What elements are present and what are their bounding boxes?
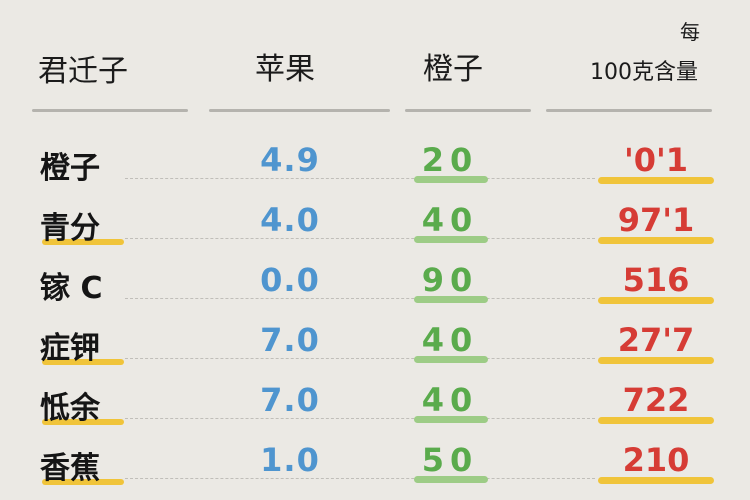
apple-value: 4.9 bbox=[260, 141, 320, 179]
table-row: 镓 C 0.0 90 516 bbox=[0, 255, 750, 315]
header-divider bbox=[405, 109, 531, 112]
table-row: 怟余 7.0 40 722 bbox=[0, 375, 750, 435]
per100g-underline bbox=[598, 237, 714, 244]
per100g-underline bbox=[598, 357, 714, 364]
per100g-value: 210 bbox=[622, 441, 690, 479]
orange-value: 40 bbox=[421, 321, 479, 359]
header-divider bbox=[209, 109, 390, 112]
name-highlight bbox=[42, 479, 124, 485]
orange-underline bbox=[414, 296, 488, 303]
orange-underline bbox=[414, 356, 488, 363]
table-row: 橙子 4.9 20 '0'1 bbox=[0, 135, 750, 195]
header-divider bbox=[546, 109, 712, 112]
orange-value: 40 bbox=[421, 201, 479, 239]
apple-value: 7.0 bbox=[260, 321, 320, 359]
orange-value: 90 bbox=[421, 261, 479, 299]
header-col4-line1: 每 bbox=[680, 20, 700, 44]
name-highlight bbox=[42, 419, 124, 425]
per100g-underline bbox=[598, 177, 714, 184]
nutrient-name: 怟余 bbox=[40, 391, 100, 426]
apple-value: 1.0 bbox=[260, 441, 320, 479]
table-row: 青分 4.0 40 97'1 bbox=[0, 195, 750, 255]
per100g-value: 97'1 bbox=[617, 201, 695, 239]
orange-value: 40 bbox=[421, 381, 479, 419]
nutrient-name: 症钾 bbox=[40, 331, 100, 366]
table-row: 香蕉 1.0 50 210 bbox=[0, 435, 750, 495]
orange-underline bbox=[414, 416, 488, 423]
name-highlight bbox=[42, 359, 124, 365]
orange-value: 20 bbox=[421, 141, 479, 179]
row-dashed-line bbox=[125, 478, 595, 479]
header-col4-line2: 100克含量 bbox=[590, 60, 698, 85]
per100g-underline bbox=[598, 297, 714, 304]
orange-value: 50 bbox=[421, 441, 479, 479]
per100g-value: '0'1 bbox=[623, 141, 689, 179]
row-dashed-line bbox=[125, 418, 595, 419]
orange-underline bbox=[414, 476, 488, 483]
apple-value: 0.0 bbox=[260, 261, 320, 299]
row-dashed-line bbox=[125, 178, 595, 179]
per100g-value: 27'7 bbox=[617, 321, 695, 359]
header-divider bbox=[32, 109, 188, 112]
orange-underline bbox=[414, 236, 488, 243]
per100g-value: 722 bbox=[622, 381, 690, 419]
per100g-value: 516 bbox=[622, 261, 690, 299]
header-col3: 橙子 bbox=[423, 52, 483, 87]
nutrient-name: 香蕉 bbox=[40, 451, 100, 486]
name-highlight bbox=[42, 239, 124, 245]
apple-value: 4.0 bbox=[260, 201, 320, 239]
row-dashed-line bbox=[125, 238, 595, 239]
row-dashed-line bbox=[125, 358, 595, 359]
header-col2: 苹果 bbox=[255, 52, 315, 87]
per100g-underline bbox=[598, 417, 714, 424]
nutrient-name: 镓 C bbox=[40, 271, 103, 306]
nutrient-name: 橙子 bbox=[40, 151, 100, 186]
nutrient-name: 青分 bbox=[40, 211, 100, 246]
orange-underline bbox=[414, 176, 488, 183]
per100g-underline bbox=[598, 477, 714, 484]
header-col1: 君迁子 bbox=[38, 54, 128, 89]
table-row: 症钾 7.0 40 27'7 bbox=[0, 315, 750, 375]
row-dashed-line bbox=[125, 298, 595, 299]
apple-value: 7.0 bbox=[260, 381, 320, 419]
